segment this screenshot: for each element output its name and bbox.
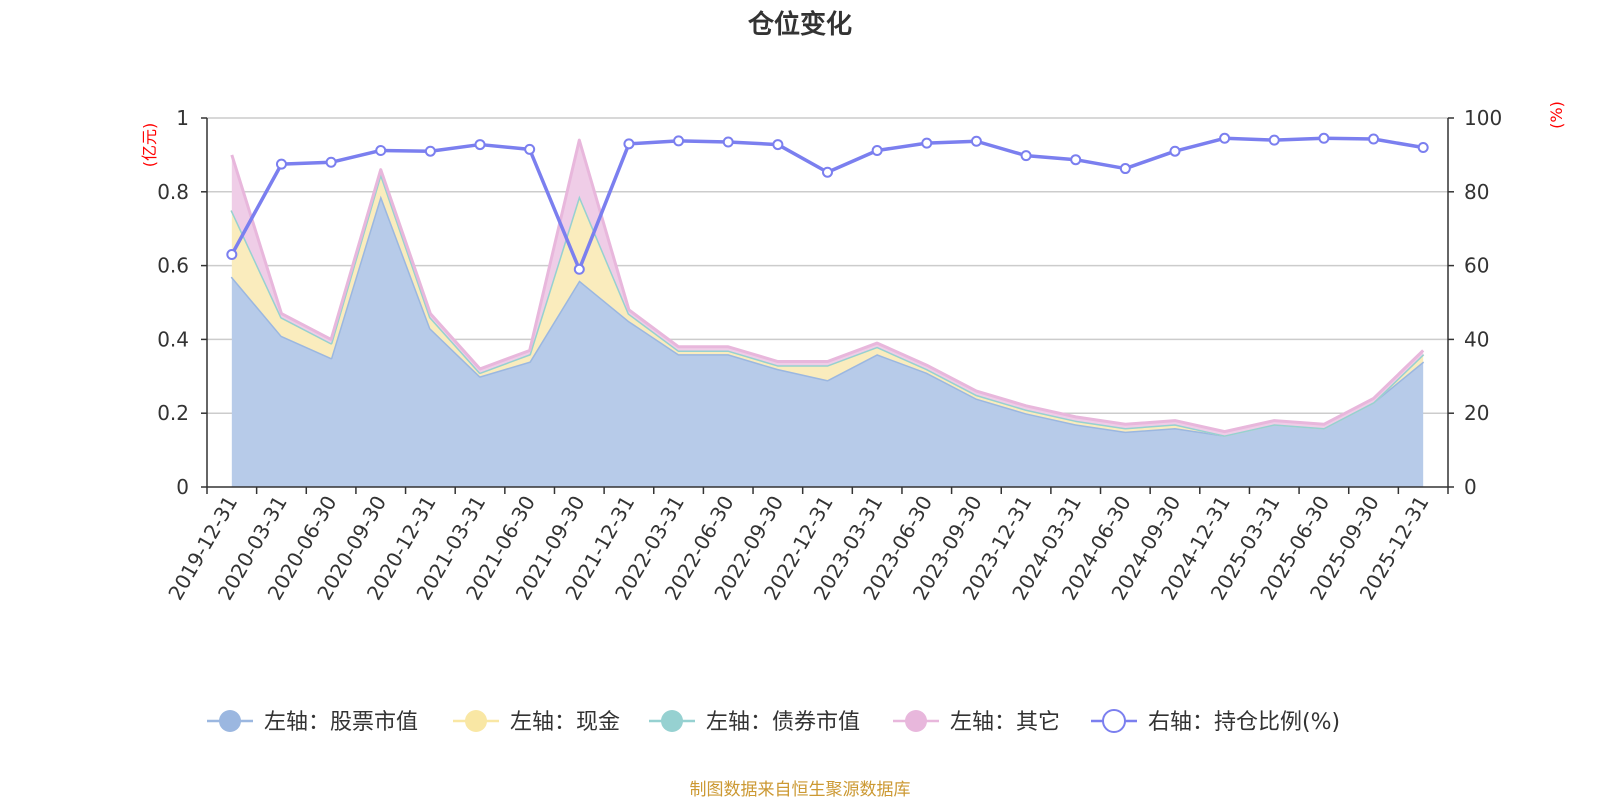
- ratio-line: [230, 136, 1424, 272]
- ratio-point: [1169, 145, 1181, 157]
- ratio-point: [474, 139, 486, 151]
- right-axis-tick-label: 20: [1464, 401, 1489, 425]
- footer-source: 制图数据来自恒生聚源数据库: [690, 780, 911, 800]
- ratio-point: [1219, 132, 1231, 144]
- left-axis-tick-label: 1: [176, 106, 189, 130]
- ratio-point: [573, 263, 585, 275]
- legend-marker-3: [905, 710, 927, 732]
- legend-label-0: 左轴：股票市值: [264, 710, 418, 735]
- ratio-point: [921, 137, 933, 149]
- ratio-point: [1417, 142, 1429, 154]
- holding-ratio-line: [226, 132, 1429, 275]
- ratio-point: [424, 145, 436, 157]
- ratio-point: [1070, 154, 1082, 166]
- ratio-point: [1268, 134, 1280, 146]
- legend: 左轴：股票市值 左轴：现金 左轴：债券市值 左轴：其它 右轴：持仓比例(%): [207, 709, 1340, 735]
- legend-label-4: 右轴：持仓比例(%): [1148, 710, 1340, 735]
- legend-label-3: 左轴：其它: [950, 710, 1060, 735]
- ratio-point: [1318, 132, 1330, 144]
- legend-marker-4: [1102, 709, 1126, 733]
- ratio-point: [325, 156, 337, 168]
- right-axis-tick-label: 40: [1464, 327, 1489, 351]
- left-axis-tick-label: 0.8: [157, 180, 189, 204]
- right-axis-tick-label: 80: [1464, 180, 1489, 204]
- ratio-point: [970, 135, 982, 147]
- chart-title: 仓位变化: [747, 9, 852, 40]
- left-axis-tick-label: 0: [176, 475, 189, 499]
- left-axis-unit: (亿元): [140, 123, 159, 168]
- legend-label-2: 左轴：债券市值: [706, 710, 860, 735]
- ratio-point: [772, 139, 784, 151]
- ratio-point: [524, 143, 536, 155]
- area-0: [231, 195, 1424, 488]
- right-axis-unit: (%): [1547, 101, 1566, 129]
- ratio-point: [822, 166, 833, 178]
- ratio-point: [722, 136, 734, 148]
- right-axis-tick-label: 100: [1464, 106, 1502, 130]
- left-axis-tick-label: 0.2: [157, 401, 189, 425]
- ratio-point: [871, 144, 883, 156]
- right-axis-tick-label: 0: [1464, 475, 1477, 499]
- right-axis-tick-label: 60: [1464, 254, 1489, 278]
- ratio-point: [1020, 150, 1032, 162]
- left-axis-tick-label: 0.4: [157, 327, 189, 351]
- ratio-point: [375, 144, 387, 156]
- legend-label-1: 左轴：现金: [510, 710, 620, 735]
- ratio-point: [673, 135, 685, 147]
- ratio-point: [275, 158, 287, 170]
- ratio-point: [623, 138, 635, 150]
- legend-marker-2: [661, 710, 683, 732]
- ratio-point: [1119, 163, 1131, 175]
- legend-marker-0: [219, 710, 241, 732]
- legend-marker-1: [465, 710, 487, 732]
- area-line-3: [230, 138, 1425, 434]
- stacked-areas: [230, 138, 1425, 488]
- left-axis-tick-label: 0.6: [157, 254, 189, 278]
- ratio-point: [1368, 133, 1380, 145]
- ratio-point: [226, 249, 238, 261]
